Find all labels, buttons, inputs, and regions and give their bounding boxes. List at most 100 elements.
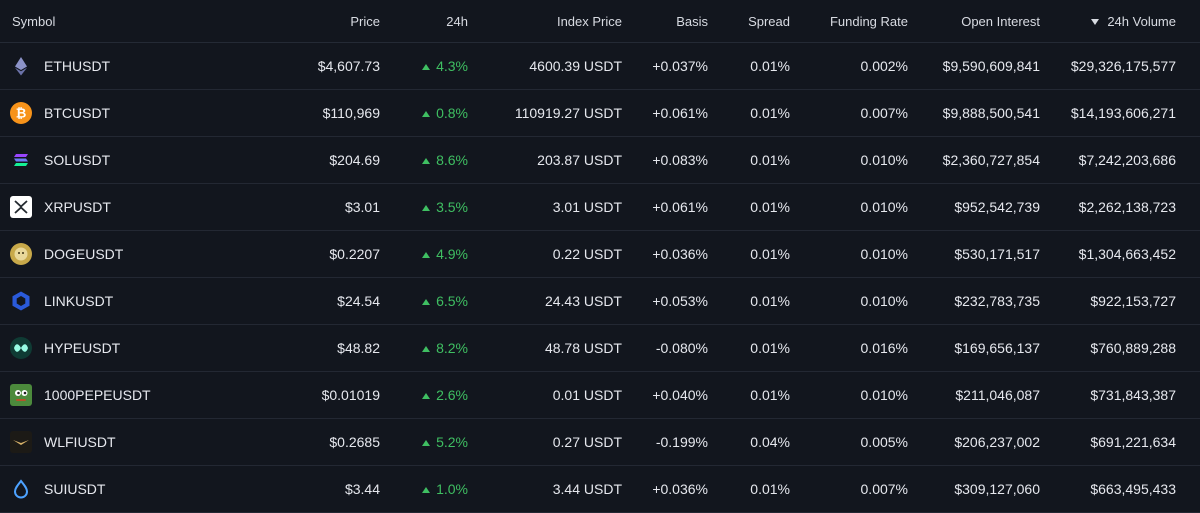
change-value: 8.6% xyxy=(436,152,468,168)
table-row[interactable]: HYPEUSDT $48.82 8.2% 48.78 USDT -0.080% 0.01%… xyxy=(0,325,1200,372)
cell-symbol[interactable]: SOLUSDT xyxy=(0,149,240,171)
up-arrow-icon xyxy=(422,346,431,352)
cell-basis: +0.037% xyxy=(652,58,708,74)
col-header-open-interest[interactable]: Open Interest xyxy=(961,13,1040,29)
cell-24h-change: 3.5% xyxy=(380,199,468,215)
cell-basis: +0.083% xyxy=(652,152,708,168)
change-value: 3.5% xyxy=(436,199,468,215)
cell-basis: +0.040% xyxy=(652,387,708,403)
col-header-24h[interactable]: 24h xyxy=(446,13,468,29)
cell-price: $3.44 xyxy=(344,481,380,497)
symbol-label: LINKUSDT xyxy=(44,293,114,309)
col-header-funding-rate[interactable]: Funding Rate xyxy=(829,13,908,29)
cell-price: $48.82 xyxy=(337,340,380,356)
table-row[interactable]: ETHUSDT $4,607.73 4.3% 4600.39 USDT +0.037% 0… xyxy=(0,43,1200,90)
table-row[interactable]: WLFIUSDT $0.2685 5.2% 0.27 USDT -0.199% 0.04%… xyxy=(0,419,1200,466)
cell-index-price: 3.01 USDT xyxy=(552,199,622,215)
btc-icon: ₿ xyxy=(10,102,32,124)
cell-index-price: 24.43 USDT xyxy=(544,293,622,309)
table-row[interactable]: DOGEUSDT $0.2207 4.9% 0.22 USDT +0.036% 0.01%… xyxy=(0,231,1200,278)
change-value: 4.3% xyxy=(436,58,468,74)
symbol-label: XRPUSDT xyxy=(44,199,111,215)
cell-24h-volume: $691,221,634 xyxy=(1090,434,1176,450)
cell-open-interest: $211,046,087 xyxy=(955,387,1040,403)
symbol-label: WLFIUSDT xyxy=(44,434,116,450)
cell-spread: 0.01% xyxy=(750,199,790,215)
sort-desc-icon xyxy=(1091,18,1100,25)
cell-basis: -0.199% xyxy=(655,434,708,450)
col-header-basis[interactable]: Basis xyxy=(676,13,708,29)
up-arrow-icon xyxy=(422,393,431,399)
cell-funding-rate: 0.016% xyxy=(860,340,908,356)
sol-icon xyxy=(10,149,32,171)
change-value: 4.9% xyxy=(436,246,468,262)
cell-basis: +0.061% xyxy=(652,199,708,215)
futures-table: Symbol Price 24h Index Price Basis Sprea… xyxy=(0,13,1200,513)
cell-funding-rate: 0.005% xyxy=(860,434,908,450)
cell-basis: +0.036% xyxy=(652,481,708,497)
col-header-24h-volume[interactable]: 24h Volume xyxy=(1040,14,1176,29)
cell-funding-rate: 0.007% xyxy=(860,481,908,497)
cell-symbol[interactable]: ETHUSDT xyxy=(0,55,240,77)
col-header-24h-volume-label: 24h Volume xyxy=(1107,13,1176,29)
xrp-icon xyxy=(10,196,32,218)
table-body: ETHUSDT $4,607.73 4.3% 4600.39 USDT +0.037% 0… xyxy=(0,43,1200,513)
cell-symbol[interactable]: SUIUSDT xyxy=(0,478,240,500)
up-arrow-icon xyxy=(422,158,431,164)
table-row[interactable]: 1000PEPEUSDT $0.01019 2.6% 0.01 USDT +0.040%… xyxy=(0,372,1200,419)
cell-spread: 0.01% xyxy=(750,340,790,356)
cell-open-interest: $206,237,002 xyxy=(954,434,1040,450)
cell-symbol[interactable]: LINKUSDT xyxy=(0,290,240,312)
change-value: 5.2% xyxy=(436,434,468,450)
cell-24h-volume: $731,843,387 xyxy=(1090,387,1176,403)
cell-basis: -0.080% xyxy=(655,340,708,356)
cell-spread: 0.01% xyxy=(750,58,790,74)
cell-24h-change: 4.3% xyxy=(380,58,468,74)
change-value: 8.2% xyxy=(436,340,468,356)
cell-24h-volume: $922,153,727 xyxy=(1090,293,1176,309)
cell-open-interest: $2,360,727,854 xyxy=(942,152,1040,168)
cell-24h-change: 5.2% xyxy=(380,434,468,450)
cell-24h-change: 6.5% xyxy=(380,293,468,309)
cell-basis: +0.053% xyxy=(652,293,708,309)
symbol-label: 1000PEPEUSDT xyxy=(44,387,151,403)
cell-index-price: 48.78 USDT xyxy=(544,340,622,356)
cell-symbol[interactable]: DOGEUSDT xyxy=(0,243,240,265)
cell-spread: 0.01% xyxy=(750,246,790,262)
cell-24h-volume: $7,242,203,686 xyxy=(1078,152,1176,168)
cell-price: $4,607.73 xyxy=(317,58,380,74)
table-row[interactable]: SOLUSDT $204.69 8.6% 203.87 USDT +0.083% 0.01… xyxy=(0,137,1200,184)
cell-spread: 0.01% xyxy=(750,105,790,121)
col-header-spread[interactable]: Spread xyxy=(748,13,790,29)
up-arrow-icon xyxy=(422,111,431,117)
col-header-index-price[interactable]: Index Price xyxy=(556,13,622,29)
cell-basis: +0.061% xyxy=(652,105,708,121)
cell-funding-rate: 0.010% xyxy=(860,199,908,215)
symbol-label: HYPEUSDT xyxy=(44,340,121,356)
symbol-label: SOLUSDT xyxy=(44,152,111,168)
cell-symbol[interactable]: ₿ BTCUSDT xyxy=(0,102,240,124)
symbol-label: ETHUSDT xyxy=(44,58,111,74)
cell-symbol[interactable]: XRPUSDT xyxy=(0,196,240,218)
cell-index-price: 4600.39 USDT xyxy=(529,58,622,74)
cell-index-price: 0.01 USDT xyxy=(552,387,622,403)
col-header-symbol[interactable]: Symbol xyxy=(12,13,56,29)
cell-open-interest: $232,783,735 xyxy=(954,293,1040,309)
cell-symbol[interactable]: HYPEUSDT xyxy=(0,337,240,359)
cell-price: $110,969 xyxy=(322,105,380,121)
cell-24h-change: 4.9% xyxy=(380,246,468,262)
col-header-price[interactable]: Price xyxy=(350,13,380,29)
cell-spread: 0.01% xyxy=(750,152,790,168)
table-row[interactable]: LINKUSDT $24.54 6.5% 24.43 USDT +0.053% 0.01%… xyxy=(0,278,1200,325)
cell-symbol[interactable]: 1000PEPEUSDT xyxy=(0,384,240,406)
table-row[interactable]: SUIUSDT $3.44 1.0% 3.44 USDT +0.036% 0.01% 0.0… xyxy=(0,466,1200,513)
table-row[interactable]: XRPUSDT $3.01 3.5% 3.01 USDT +0.061% 0.01% 0.0… xyxy=(0,184,1200,231)
cell-24h-volume: $760,889,288 xyxy=(1090,340,1176,356)
table-row[interactable]: ₿ BTCUSDT $110,969 0.8% 110919.27 USDT +0.061… xyxy=(0,90,1200,137)
cell-price: $0.2207 xyxy=(329,246,380,262)
up-arrow-icon xyxy=(422,64,431,70)
cell-basis: +0.036% xyxy=(652,246,708,262)
symbol-label: DOGEUSDT xyxy=(44,246,124,262)
cell-symbol[interactable]: WLFIUSDT xyxy=(0,431,240,453)
cell-price: $0.2685 xyxy=(329,434,380,450)
